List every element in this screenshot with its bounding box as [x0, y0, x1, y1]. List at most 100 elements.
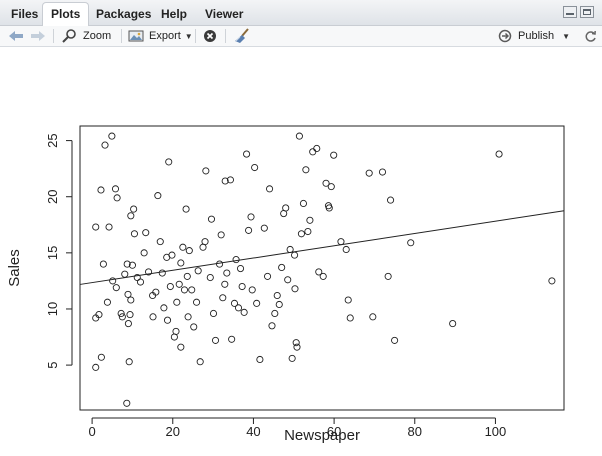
- data-point: [156, 238, 164, 246]
- x-tick-label: 100: [485, 424, 507, 439]
- toolbar-divider: [121, 29, 122, 43]
- plot-box: [79, 125, 565, 411]
- toolbar-divider: [53, 29, 54, 43]
- data-point: [251, 163, 259, 172]
- forward-arrow-icon[interactable]: [30, 26, 46, 46]
- data-point: [292, 339, 300, 347]
- remove-plot-icon[interactable]: [203, 26, 217, 46]
- data-point: [127, 212, 135, 220]
- data-point: [130, 230, 138, 238]
- data-point: [130, 205, 138, 213]
- data-point: [202, 167, 210, 175]
- data-point: [391, 336, 399, 344]
- data-point: [247, 213, 255, 221]
- data-point: [211, 336, 220, 344]
- plot-viewer: 0 20 40 60 80 100 5 10 15 20 25 Newspaper Sales: [0, 47, 602, 456]
- data-point: [175, 280, 183, 288]
- data-point: [273, 291, 281, 300]
- data-point: [240, 308, 248, 316]
- zoom-magnifier-icon: [62, 29, 76, 43]
- data-point: [217, 231, 225, 239]
- data-point: [271, 309, 279, 318]
- y-tick-label: 25: [45, 133, 60, 147]
- x-axis-title: Newspaper: [284, 427, 360, 444]
- x-tick-label: 20: [166, 424, 180, 439]
- data-point: [295, 132, 303, 140]
- data-point: [154, 192, 162, 200]
- y-tick-label: 15: [45, 246, 60, 260]
- data-point: [123, 399, 131, 407]
- zoom-button[interactable]: Zoom: [62, 26, 111, 46]
- tab-packages[interactable]: Packages: [96, 7, 152, 21]
- data-point: [152, 288, 160, 296]
- tab-viewer[interactable]: Viewer: [205, 7, 244, 21]
- data-point: [105, 223, 113, 231]
- data-point: [109, 277, 117, 285]
- data-point: [182, 205, 190, 213]
- data-point: [92, 223, 100, 231]
- data-point: [327, 183, 335, 191]
- data-point: [260, 224, 268, 232]
- data-point: [407, 239, 415, 247]
- refresh-icon[interactable]: [584, 26, 597, 46]
- data-point: [165, 158, 173, 166]
- publish-button[interactable]: Publish ▼: [497, 26, 570, 46]
- data-point: [337, 238, 345, 246]
- data-point: [221, 177, 229, 185]
- toolbar-divider: [225, 29, 226, 43]
- data-point: [346, 314, 354, 322]
- maximize-pane-button[interactable]: [580, 6, 594, 18]
- back-arrow-icon[interactable]: [8, 26, 24, 46]
- data-point: [163, 316, 172, 324]
- export-label: Export: [149, 30, 181, 42]
- data-point: [179, 243, 187, 251]
- data-point: [369, 313, 377, 321]
- broom-clear-icon[interactable]: [234, 26, 250, 46]
- data-point: [177, 259, 185, 267]
- data-point: [180, 286, 189, 294]
- data-point: [219, 294, 227, 302]
- toolbar-divider: [195, 29, 196, 43]
- tab-plots[interactable]: Plots: [42, 2, 90, 26]
- tab-help[interactable]: Help: [161, 7, 188, 21]
- data-points: [92, 132, 556, 407]
- data-point: [92, 314, 100, 322]
- plot-toolbar: Zoom Export ▼ Publish ▼: [0, 26, 602, 47]
- data-point: [183, 272, 191, 280]
- data-point: [97, 353, 105, 361]
- data-point: [207, 215, 216, 223]
- data-point: [230, 299, 239, 307]
- x-tick-label: 0: [88, 424, 95, 439]
- data-point: [495, 150, 503, 158]
- data-point: [449, 320, 457, 328]
- tab-files[interactable]: Files: [11, 7, 39, 21]
- data-point: [256, 355, 264, 364]
- regression-line-layer: [79, 210, 565, 285]
- data-point: [140, 249, 148, 257]
- x-tick-label: 60: [327, 424, 341, 439]
- data-point: [123, 260, 131, 268]
- data-point: [313, 144, 321, 153]
- data-point: [111, 185, 120, 193]
- x-tick-label: 80: [408, 424, 422, 439]
- data-point: [101, 141, 109, 149]
- data-point: [315, 268, 323, 276]
- y-axis: 5 10 15 20 25: [45, 133, 73, 369]
- data-point: [309, 148, 317, 156]
- data-point: [136, 278, 145, 286]
- minimize-pane-button[interactable]: [563, 6, 577, 18]
- data-point: [268, 322, 276, 330]
- data-point: [342, 245, 350, 254]
- data-point: [325, 204, 333, 212]
- data-point: [166, 282, 174, 291]
- data-point: [117, 309, 125, 318]
- data-point: [124, 320, 132, 328]
- data-point: [108, 132, 116, 140]
- export-menu-button[interactable]: Export ▼: [128, 26, 193, 46]
- data-point: [253, 299, 261, 307]
- data-point: [297, 230, 305, 238]
- data-point: [142, 229, 150, 237]
- data-point: [190, 323, 198, 331]
- data-point: [344, 296, 352, 304]
- data-point: [196, 358, 204, 366]
